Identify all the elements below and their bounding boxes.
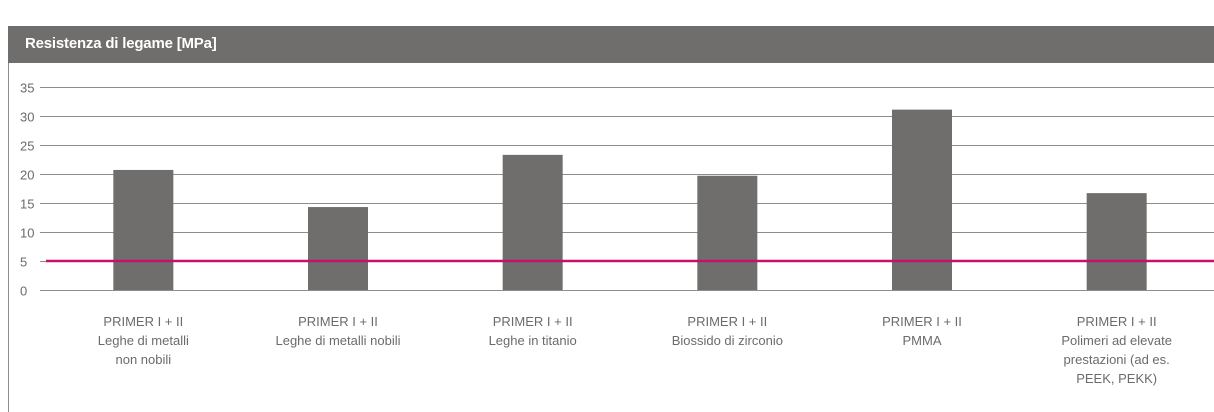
chart-frame-left: [8, 63, 9, 412]
x-category-label-line: PEEK, PEKK): [1076, 371, 1157, 386]
y-tick-label: 35: [20, 81, 34, 96]
bar-5: [892, 109, 952, 291]
x-category-label-line: Leghe di metalli nobili: [275, 333, 400, 348]
bar-6: [1086, 193, 1147, 290]
y-tick-label: 5: [20, 255, 27, 270]
bar-2: [308, 207, 368, 290]
x-category-label-line: prestazioni (ad es.: [1064, 352, 1170, 367]
y-tick-label: 15: [20, 197, 34, 212]
x-category-label: PRIMER I + II Leghe di metalli nobili: [275, 314, 400, 348]
x-category-label: PRIMER I + II Leghe di metalli non nobili: [98, 314, 189, 367]
x-category-label-line: non nobili: [116, 352, 172, 367]
x-category-label: PRIMER I + II Polimeri ad elevate prestazi…: [1061, 314, 1172, 386]
x-category-label: PRIMER I + II PMMA: [882, 314, 962, 348]
x-category-label-line: PMMA: [903, 333, 942, 348]
x-category-label-line: PRIMER I + II: [493, 314, 573, 329]
x-category-label-line: Polimeri ad elevate: [1061, 333, 1172, 348]
chart-title: Resistenza di legame [MPa]: [25, 35, 217, 52]
x-category-label-line: PRIMER I + II: [1077, 314, 1157, 329]
x-category-label-line: Leghe di metalli: [98, 333, 189, 348]
x-category-label-line: PRIMER I + II: [103, 314, 183, 329]
x-category-label: PRIMER I + II Biossido di zirconio: [672, 314, 783, 348]
x-category-label-line: PRIMER I + II: [882, 314, 962, 329]
y-tick-label: 30: [20, 110, 34, 125]
bar-3: [502, 154, 563, 290]
x-category-label-line: PRIMER I + II: [298, 314, 378, 329]
x-category-label-line: Biossido di zirconio: [672, 333, 783, 348]
y-tick-label: 20: [20, 168, 34, 183]
x-category-label-line: PRIMER I + II: [687, 314, 767, 329]
y-tick-label: 25: [20, 139, 34, 154]
bar-1: [113, 169, 174, 290]
bar-4: [697, 175, 758, 290]
x-category-label-line: Leghe in titanio: [489, 333, 577, 348]
y-tick-label: 0: [20, 284, 27, 299]
chart-header: Resistenza di legame [MPa]: [8, 26, 1214, 63]
x-category-label: PRIMER I + II Leghe in titanio: [489, 314, 577, 348]
y-tick-label: 10: [20, 226, 34, 241]
